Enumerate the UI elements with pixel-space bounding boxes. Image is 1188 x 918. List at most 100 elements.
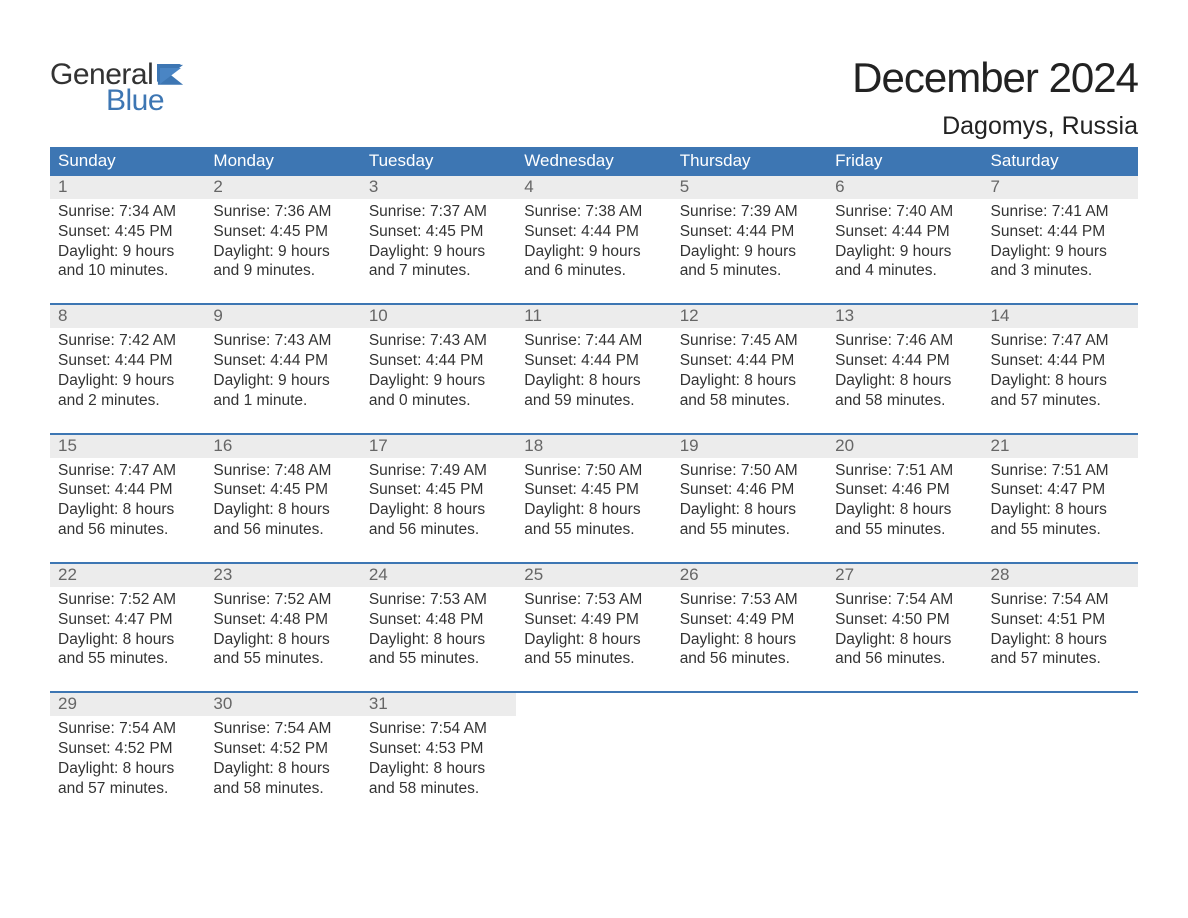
- day-number-row: 29: [50, 693, 205, 716]
- calendar: Sunday Monday Tuesday Wednesday Thursday…: [50, 147, 1138, 821]
- day-dl1: Daylight: 8 hours: [680, 500, 819, 520]
- day-sunset: Sunset: 4:52 PM: [58, 739, 197, 759]
- weeks-container: 1Sunrise: 7:34 AMSunset: 4:45 PMDaylight…: [50, 176, 1138, 821]
- day-number: 21: [991, 436, 1010, 455]
- day-number: 30: [213, 694, 232, 713]
- day-dl2: and 58 minutes.: [835, 391, 974, 411]
- day-sunset: Sunset: 4:45 PM: [213, 222, 352, 242]
- calendar-day-cell: 30Sunrise: 7:54 AMSunset: 4:52 PMDayligh…: [205, 693, 360, 820]
- calendar-day-cell: 3Sunrise: 7:37 AMSunset: 4:45 PMDaylight…: [361, 176, 516, 303]
- calendar-day-cell: 18Sunrise: 7:50 AMSunset: 4:45 PMDayligh…: [516, 435, 671, 562]
- day-sunset: Sunset: 4:49 PM: [524, 610, 663, 630]
- calendar-week: 8Sunrise: 7:42 AMSunset: 4:44 PMDaylight…: [50, 303, 1138, 432]
- day-content: Sunrise: 7:41 AMSunset: 4:44 PMDaylight:…: [991, 202, 1130, 281]
- day-sunset: Sunset: 4:45 PM: [213, 480, 352, 500]
- day-number: 9: [213, 306, 222, 325]
- day-number-row: 8: [50, 305, 205, 328]
- day-sunrise: Sunrise: 7:53 AM: [680, 590, 819, 610]
- calendar-week: 15 Sunrise: 7:47 AMSunset: 4:44 PMDayligh…: [50, 433, 1138, 562]
- day-number: 4: [524, 177, 533, 196]
- weekday-header-row: Sunday Monday Tuesday Wednesday Thursday…: [50, 147, 1138, 176]
- location-label: Dagomys, Russia: [852, 112, 1138, 141]
- day-dl2: and 56 minutes.: [58, 520, 197, 540]
- day-sunrise: Sunrise: 7:41 AM: [991, 202, 1130, 222]
- day-sunrise: Sunrise: 7:54 AM: [213, 719, 352, 739]
- day-dl1: Daylight: 9 hours: [58, 371, 197, 391]
- day-number: 6: [835, 177, 844, 196]
- day-sunrise: Sunrise: 7:45 AM: [680, 331, 819, 351]
- calendar-day-cell: 11Sunrise: 7:44 AMSunset: 4:44 PMDayligh…: [516, 305, 671, 432]
- day-number-row: 28: [983, 564, 1138, 587]
- calendar-day-cell: 9 Sunrise: 7:43 AMSunset: 4:44 PMDaylight…: [205, 305, 360, 432]
- calendar-day-cell: 27Sunrise: 7:54 AMSunset: 4:50 PMDayligh…: [827, 564, 982, 691]
- day-number-row: 21: [983, 435, 1138, 458]
- day-number: 28: [991, 565, 1010, 584]
- day-sunset: Sunset: 4:44 PM: [991, 351, 1130, 371]
- day-sunrise: Sunrise: 7:43 AM: [213, 331, 352, 351]
- day-sunset: Sunset: 4:52 PM: [213, 739, 352, 759]
- day-number: 5: [680, 177, 689, 196]
- day-dl1: Daylight: 9 hours: [369, 242, 508, 262]
- day-sunset: Sunset: 4:44 PM: [58, 480, 197, 500]
- day-dl1: Daylight: 8 hours: [213, 500, 352, 520]
- day-content: Sunrise: 7:53 AMSunset: 4:48 PMDaylight:…: [369, 590, 508, 669]
- day-sunrise: Sunrise: 7:54 AM: [835, 590, 974, 610]
- day-number-row: 3: [361, 176, 516, 199]
- day-sunset: Sunset: 4:46 PM: [835, 480, 974, 500]
- day-content: Sunrise: 7:47 AMSunset: 4:44 PMDaylight:…: [58, 461, 197, 540]
- day-number-row: 23: [205, 564, 360, 587]
- day-dl1: Daylight: 8 hours: [58, 759, 197, 779]
- day-dl2: and 4 minutes.: [835, 261, 974, 281]
- day-number-row: 13: [827, 305, 982, 328]
- day-content: Sunrise: 7:51 AMSunset: 4:46 PMDaylight:…: [835, 461, 974, 540]
- day-content: Sunrise: 7:51 AMSunset: 4:47 PMDaylight:…: [991, 461, 1130, 540]
- day-sunrise: Sunrise: 7:37 AM: [369, 202, 508, 222]
- day-content: Sunrise: 7:43 AMSunset: 4:44 PMDaylight:…: [213, 331, 352, 410]
- day-number-row: 22: [50, 564, 205, 587]
- calendar-day-cell: 26Sunrise: 7:53 AMSunset: 4:49 PMDayligh…: [672, 564, 827, 691]
- logo-text-blue: Blue: [106, 84, 185, 118]
- day-dl2: and 55 minutes.: [58, 649, 197, 669]
- day-number: 8: [58, 306, 67, 325]
- calendar-day-cell: 29Sunrise: 7:54 AMSunset: 4:52 PMDayligh…: [50, 693, 205, 820]
- day-sunrise: Sunrise: 7:50 AM: [524, 461, 663, 481]
- calendar-day-cell: 25Sunrise: 7:53 AMSunset: 4:49 PMDayligh…: [516, 564, 671, 691]
- day-dl1: Daylight: 9 hours: [369, 371, 508, 391]
- day-sunrise: Sunrise: 7:50 AM: [680, 461, 819, 481]
- day-number: 17: [369, 436, 388, 455]
- calendar-day-cell: [672, 693, 827, 820]
- day-sunrise: Sunrise: 7:51 AM: [835, 461, 974, 481]
- day-dl1: Daylight: 8 hours: [835, 500, 974, 520]
- day-number-row: 24: [361, 564, 516, 587]
- day-number-row: 6: [827, 176, 982, 199]
- calendar-day-cell: 6Sunrise: 7:40 AMSunset: 4:44 PMDaylight…: [827, 176, 982, 303]
- day-number-row: 15: [50, 435, 205, 458]
- day-number: 29: [58, 694, 77, 713]
- day-dl1: Daylight: 8 hours: [524, 371, 663, 391]
- calendar-day-cell: 19Sunrise: 7:50 AMSunset: 4:46 PMDayligh…: [672, 435, 827, 562]
- day-dl2: and 55 minutes.: [369, 649, 508, 669]
- day-sunset: Sunset: 4:48 PM: [369, 610, 508, 630]
- day-dl1: Daylight: 9 hours: [58, 242, 197, 262]
- calendar-day-cell: 5Sunrise: 7:39 AMSunset: 4:44 PMDaylight…: [672, 176, 827, 303]
- day-dl2: and 55 minutes.: [524, 649, 663, 669]
- day-number-row: 14: [983, 305, 1138, 328]
- day-content: Sunrise: 7:52 AMSunset: 4:48 PMDaylight:…: [213, 590, 352, 669]
- calendar-day-cell: 1Sunrise: 7:34 AMSunset: 4:45 PMDaylight…: [50, 176, 205, 303]
- day-content: Sunrise: 7:38 AMSunset: 4:44 PMDaylight:…: [524, 202, 663, 281]
- day-number: 20: [835, 436, 854, 455]
- day-dl2: and 9 minutes.: [213, 261, 352, 281]
- day-sunset: Sunset: 4:44 PM: [213, 351, 352, 371]
- day-dl1: Daylight: 8 hours: [369, 500, 508, 520]
- logo: General Blue: [50, 58, 185, 118]
- day-dl2: and 59 minutes.: [524, 391, 663, 411]
- day-dl2: and 10 minutes.: [58, 261, 197, 281]
- day-sunset: Sunset: 4:53 PM: [369, 739, 508, 759]
- calendar-day-cell: 22Sunrise: 7:52 AMSunset: 4:47 PMDayligh…: [50, 564, 205, 691]
- day-number-row: 25: [516, 564, 671, 587]
- day-dl1: Daylight: 8 hours: [680, 630, 819, 650]
- weekday-header: Wednesday: [516, 147, 671, 176]
- day-dl1: Daylight: 8 hours: [991, 371, 1130, 391]
- day-number: 24: [369, 565, 388, 584]
- day-dl1: Daylight: 8 hours: [369, 630, 508, 650]
